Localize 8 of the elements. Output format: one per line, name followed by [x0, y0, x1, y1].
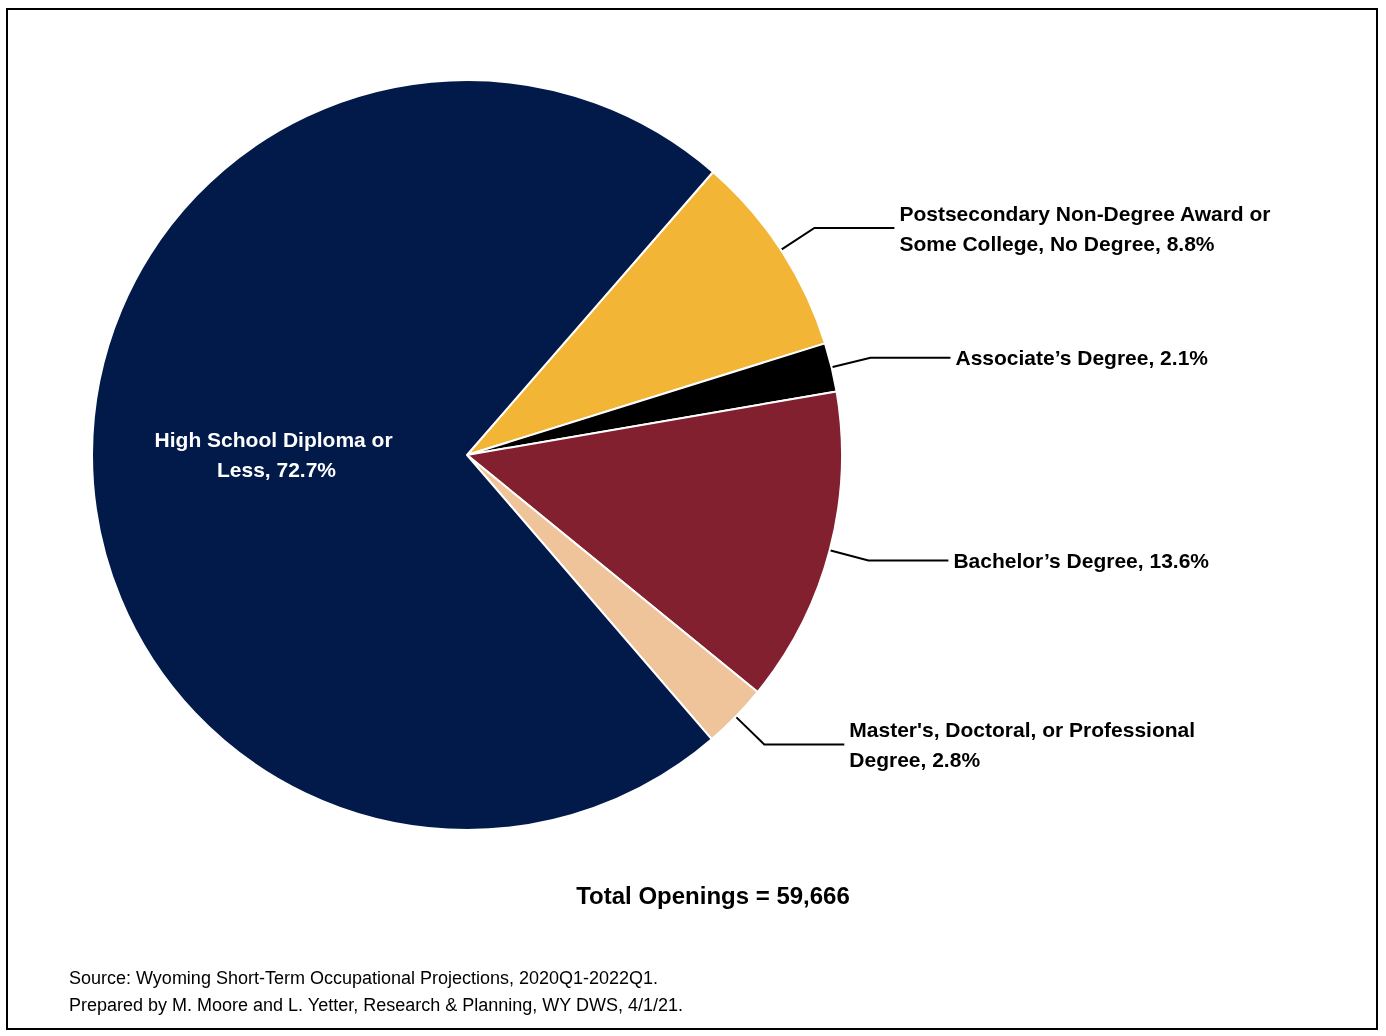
text: Prepared by M. Moore and L. Yetter, Research & Planning, WY DWS, 4/1/21.	[69, 995, 683, 1015]
slice-label: Postsecondary Non-Degree Award or Some College, No Degree, 8.8%	[899, 201, 1277, 255]
slice-label: Associate’s Degree, 2.1%	[955, 346, 1209, 370]
source-note: Source: Wyoming Short-Term Occupational Projections, 2020Q1-2022Q1.	[69, 968, 659, 988]
slice-label: High School Diploma or Less, 72.7%	[154, 428, 399, 482]
slice-label: Bachelor’s Degree, 13.6%	[953, 548, 1210, 572]
slice-label: Master's, Doctoral, or Professional Degree, 2.8%	[849, 718, 1201, 772]
text: Total Openings = 59,666	[576, 881, 850, 909]
